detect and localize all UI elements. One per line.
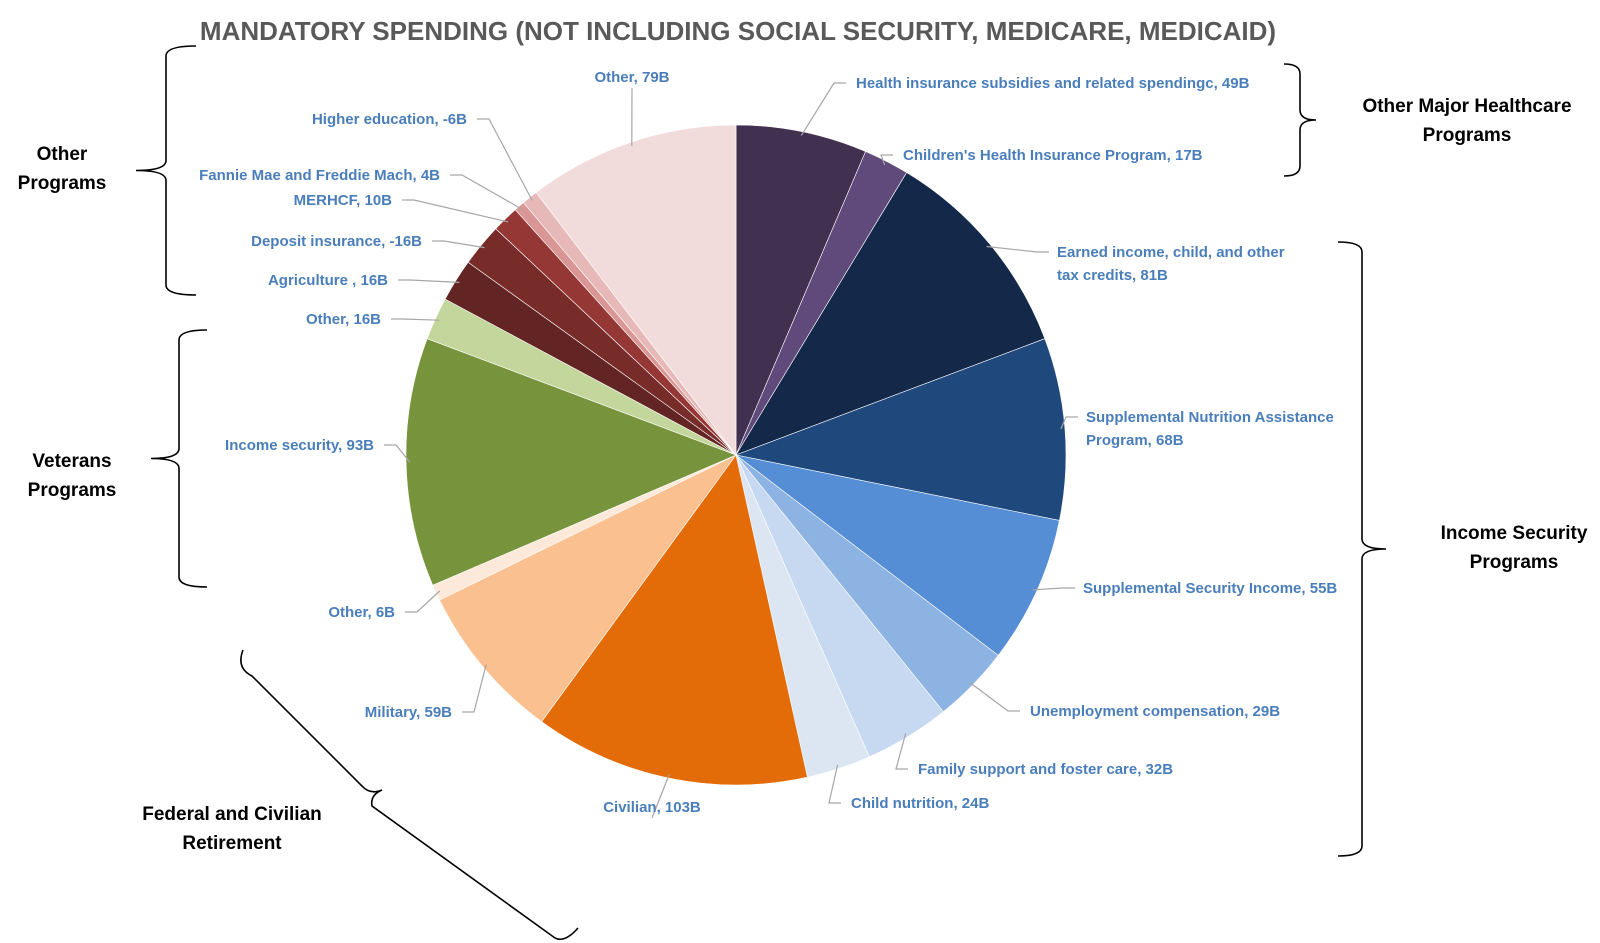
slice-label-1: Health insurance subsidies and related s… bbox=[856, 75, 1250, 92]
group-label-veterans-programs: Veterans Programs bbox=[28, 451, 117, 501]
group-braces bbox=[135, 45, 1387, 941]
leader-line-17 bbox=[450, 174, 523, 210]
leader-line-14 bbox=[398, 279, 460, 283]
slice-label-18: Higher education, -6B bbox=[312, 111, 467, 128]
pie-slice-4 bbox=[734, 338, 1067, 521]
slice-label-12: Income security, 93B bbox=[225, 437, 374, 454]
pie-slice-19 bbox=[535, 124, 737, 456]
pie-slice-1 bbox=[735, 124, 866, 456]
leader-line-11 bbox=[405, 590, 441, 613]
leader-line-15 bbox=[432, 240, 485, 249]
group-label-income-security-programs: Income Security Programs bbox=[1441, 523, 1588, 573]
pie-slices bbox=[405, 124, 1067, 786]
pie-slice-12 bbox=[405, 338, 737, 586]
group-label-federal-and-civilian-retirement: Federal and Civilian Retirement bbox=[142, 804, 322, 854]
slice-label-11: Other, 6B bbox=[328, 604, 395, 621]
leader-line-16 bbox=[402, 199, 509, 223]
group-brace-3 bbox=[150, 329, 208, 588]
leader-line-12 bbox=[384, 444, 411, 463]
group-brace-2 bbox=[1337, 241, 1387, 857]
pie-slice-3 bbox=[735, 172, 1046, 456]
group-brace-4 bbox=[135, 45, 197, 296]
slice-label-13: Other, 16B bbox=[306, 311, 381, 328]
leader-line-9 bbox=[651, 773, 670, 819]
group-label-other-programs: Other Programs bbox=[18, 144, 107, 194]
leader-line-8 bbox=[828, 764, 841, 804]
leader-line-2 bbox=[880, 154, 893, 166]
leader-line-6 bbox=[969, 681, 1020, 712]
slice-label-17: Fannie Mae and Freddie Mach, 4B bbox=[199, 167, 440, 184]
group-label-other-major-healthcare-programs: Other Major Healthcare Programs bbox=[1362, 96, 1571, 146]
leader-line-4 bbox=[1060, 416, 1078, 430]
slice-label-15: Deposit insurance, -16B bbox=[251, 233, 422, 250]
group-brace-1 bbox=[1283, 63, 1317, 177]
chart-title: MANDATORY SPENDING (NOT INCLUDING SOCIAL… bbox=[200, 16, 1276, 46]
leader-line-10 bbox=[462, 664, 487, 713]
pie-slice-9 bbox=[541, 454, 808, 786]
leader-line-7 bbox=[895, 733, 908, 770]
leader-line-1 bbox=[800, 82, 846, 136]
slice-label-19: Other, 79B bbox=[594, 69, 669, 86]
slice-label-8: Child nutrition, 24B bbox=[851, 795, 989, 812]
slice-label-4: Supplemental Nutrition Assistance Program… bbox=[1086, 409, 1334, 449]
slice-labels: Health insurance subsidies and related s… bbox=[199, 69, 1337, 816]
leader-line-5 bbox=[1032, 587, 1075, 591]
leader-line-13 bbox=[391, 318, 440, 321]
slice-label-14: Agriculture , 16B bbox=[268, 272, 388, 289]
leader-line-3 bbox=[986, 245, 1049, 253]
group-labels: Other Major Healthcare Programs Income Sec… bbox=[18, 96, 1588, 854]
pie-slice-10 bbox=[439, 454, 737, 723]
slice-label-7: Family support and foster care, 32B bbox=[918, 761, 1173, 778]
pie-slice-5 bbox=[735, 454, 1060, 656]
slice-label-9: Civilian, 103B bbox=[603, 799, 701, 816]
slice-label-16: MERHCF, 10B bbox=[294, 192, 393, 209]
leader-line-18 bbox=[477, 118, 533, 201]
slice-label-10: Military, 59B bbox=[365, 704, 452, 721]
leader-lines bbox=[384, 82, 1078, 819]
slice-label-3: Earned income, child, and other tax credi… bbox=[1057, 244, 1285, 284]
slice-label-6: Unemployment compensation, 29B bbox=[1030, 703, 1280, 720]
slice-label-2: Children's Health Insurance Program, 17B bbox=[903, 147, 1203, 164]
group-brace-5 bbox=[240, 649, 579, 941]
slice-label-5: Supplemental Security Income, 55B bbox=[1083, 580, 1337, 597]
